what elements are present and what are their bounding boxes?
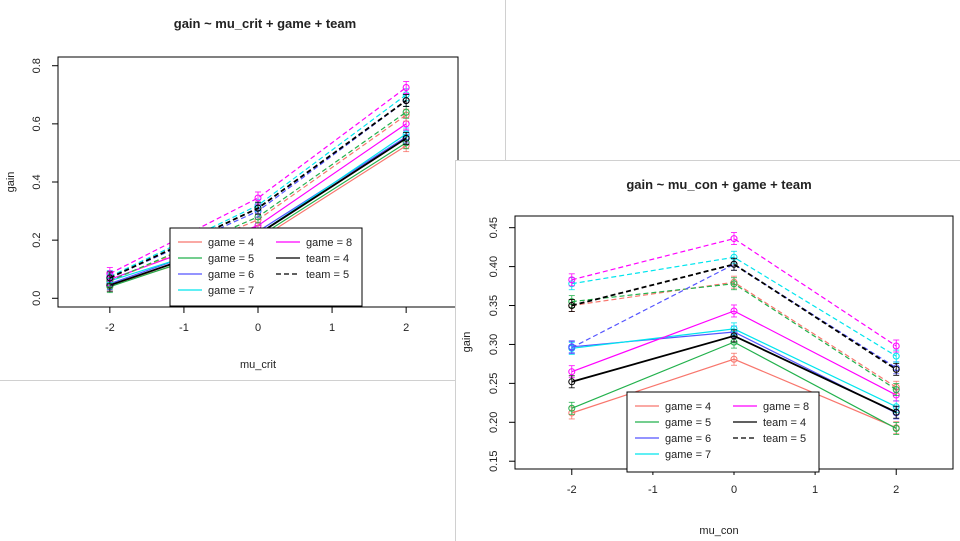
x-tick-label: 1 (329, 322, 335, 334)
data-point (568, 378, 576, 386)
legend-label: team = 5 (306, 269, 349, 281)
data-point (892, 386, 900, 394)
data-point (402, 97, 410, 105)
x-tick-label: 1 (812, 484, 818, 496)
x-tick-label: -1 (648, 484, 658, 496)
legend-box (169, 227, 363, 307)
y-axis-label: gain (461, 332, 473, 353)
legend-label: game = 8 (763, 401, 809, 413)
legend-label: game = 4 (665, 401, 711, 413)
data-point (730, 280, 738, 288)
y-tick-label: 0.35 (488, 295, 500, 316)
data-point (568, 368, 576, 376)
data-point (892, 425, 900, 433)
data-point (568, 276, 576, 284)
y-tick-label: 0.45 (488, 217, 500, 238)
y-tick-label: 0.25 (488, 373, 500, 394)
data-point (892, 352, 900, 360)
y-tick-label: 0.30 (488, 334, 500, 355)
y-tick-label: 0.2 (31, 232, 43, 247)
chart-mu-con: gain ~ mu_con + game + team -2 -1 0 1 2 0.15 0.… (461, 177, 954, 537)
legend-label: game = 4 (208, 237, 254, 249)
legend-label: game = 5 (665, 417, 711, 429)
legend-label: team = 4 (306, 253, 349, 265)
legend-label: game = 7 (208, 285, 254, 297)
series-line-8 (571, 263, 897, 369)
legend-label: game = 7 (665, 449, 711, 461)
legend-label: game = 8 (306, 237, 352, 249)
data-point (730, 260, 738, 268)
data-point (892, 365, 900, 373)
legend-label: team = 4 (763, 417, 806, 429)
series-line-10 (571, 237, 897, 347)
y-tick-label: 0.20 (488, 412, 500, 433)
x-tick-label: 2 (403, 322, 409, 334)
chart-title: gain ~ mu_con + game + team (626, 177, 811, 192)
series-line-10 (109, 87, 407, 275)
data-point (730, 235, 738, 243)
legend-label: team = 5 (763, 433, 806, 445)
data-point (730, 307, 738, 315)
data-point (730, 355, 738, 363)
data-point (568, 404, 576, 412)
x-axis-label: mu_con (699, 525, 738, 537)
legend-label: game = 5 (208, 253, 254, 265)
data-point (106, 274, 114, 282)
chart-title: gain ~ mu_crit + game + team (174, 16, 356, 31)
data-point (892, 342, 900, 350)
y-tick-label: 0.15 (488, 451, 500, 472)
x-tick-label: 0 (731, 484, 737, 496)
legend-label: game = 6 (665, 433, 711, 445)
data-point (402, 84, 410, 92)
data-point (568, 302, 576, 310)
data-point (730, 332, 738, 340)
legend-label: game = 6 (208, 269, 254, 281)
x-tick-label: -1 (179, 322, 189, 334)
x-axis-label: mu_crit (240, 359, 276, 371)
chart-mu-crit: gain ~ mu_crit + game + team -2 -1 0 1 2 0.0 0.… (5, 16, 459, 371)
data-point (568, 344, 576, 352)
x-tick-label: -2 (105, 322, 115, 334)
y-tick-label: 0.0 (31, 291, 43, 306)
chart-panel-mu-crit: gain ~ mu_crit + game + team -2 -1 0 1 2 0.0 0.… (0, 0, 506, 381)
data-point (402, 108, 410, 116)
y-tick-label: 0.40 (488, 256, 500, 277)
y-tick-label: 0.6 (31, 116, 43, 131)
y-tick-label: 0.8 (31, 58, 43, 73)
legend-box (626, 391, 820, 473)
data-point (402, 134, 410, 142)
y-axis-label: gain (5, 172, 17, 193)
data-point (892, 408, 900, 416)
series-line-11 (571, 263, 897, 371)
x-tick-label: -2 (567, 484, 577, 496)
chart-panel-mu-con: gain ~ mu_con + game + team -2 -1 0 1 2 0.15 0.… (455, 160, 960, 541)
data-point (254, 204, 262, 212)
x-tick-label: 2 (893, 484, 899, 496)
series-group (568, 232, 900, 435)
y-tick-label: 0.4 (31, 174, 43, 189)
x-tick-label: 0 (255, 322, 261, 334)
data-point (254, 194, 262, 202)
